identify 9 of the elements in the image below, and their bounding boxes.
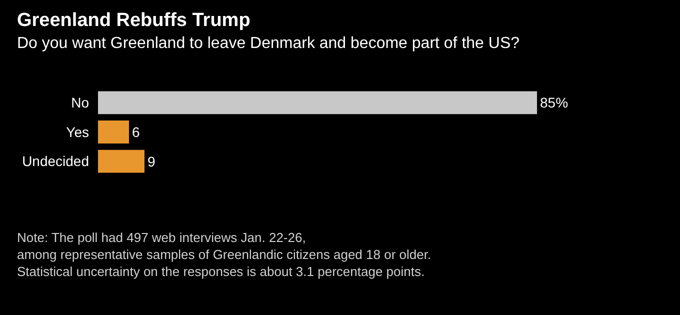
data-label: 6 [132, 124, 140, 140]
chart-subtitle: Do you want Greenland to leave Denmark and become part of the US? [17, 35, 520, 52]
y-tick-label: No [71, 94, 90, 111]
y-tick-label: Undecided [22, 153, 89, 170]
text: Note: The poll had 497 web interviews Jan. 22-26, among representative samples of Greenlandic citizens aged 18 or older. Statistical uncertainty on the responses is about 3.1 percentage points. [17, 230, 432, 279]
y-tick-label: Yes [66, 124, 89, 140]
chart-title: Greenland Rebuffs Trump [17, 10, 250, 31]
data-label: 85% [540, 94, 568, 111]
data-label: 9 [147, 153, 156, 170]
